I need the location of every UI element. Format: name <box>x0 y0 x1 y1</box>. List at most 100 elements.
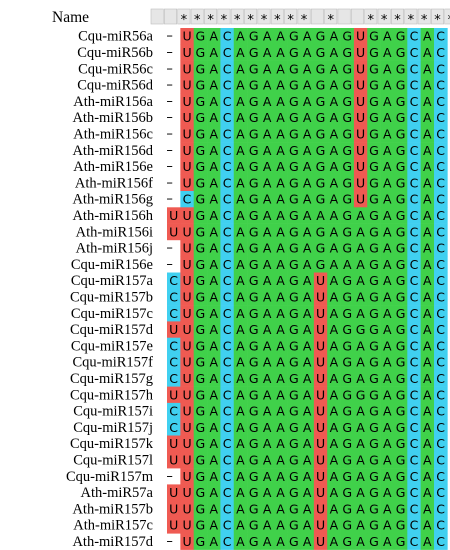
nucleotide-cell-g <box>287 288 301 306</box>
nucleotide-cell-a <box>260 272 275 290</box>
gap-symbol: – <box>166 143 173 158</box>
conservation-star: * <box>448 13 450 28</box>
nucleotide-letter: G <box>369 175 379 190</box>
nucleotide-cell-c <box>407 419 421 436</box>
nucleotide-cell-g <box>367 305 381 322</box>
nucleotide-cell-a <box>327 239 341 257</box>
sequence-name: Ath-miR157b <box>72 501 153 517</box>
nucleotide-letter: A <box>383 469 392 484</box>
nucleotide-letter: A <box>383 110 392 125</box>
sequence-name: Cqu-miR157b <box>70 290 153 306</box>
nucleotide-cell-g <box>247 239 261 257</box>
nucleotide-cell-a <box>420 28 435 45</box>
nucleotide-cell-u <box>180 370 194 387</box>
nucleotide-letter: G <box>249 127 259 142</box>
nucleotide-letter: U <box>182 94 191 109</box>
gap-symbol: – <box>166 469 173 484</box>
nucleotide-cell-g <box>393 484 408 501</box>
nucleotide-cell-c <box>407 435 421 453</box>
nucleotide-cell-a <box>207 354 221 371</box>
nucleotide-cell-g <box>393 174 408 192</box>
nucleotide-letter: U <box>316 436 325 451</box>
nucleotide-cell-g <box>193 109 208 127</box>
nucleotide-cell-a <box>300 272 315 290</box>
nucleotide-cell-a <box>207 174 221 192</box>
nucleotide-letter: U <box>316 534 325 549</box>
nucleotide-cell-g <box>247 402 261 420</box>
nucleotide-cell-g <box>393 223 408 241</box>
sequence-name: Cqu-miR157m <box>66 469 154 485</box>
nucleotide-cell-g <box>247 125 261 143</box>
nucleotide-cell-c <box>407 354 421 371</box>
gap-symbol: – <box>166 29 173 44</box>
sequence-name: Cqu-miR157e <box>71 338 153 354</box>
sequence-name: Cqu-miR157l <box>73 453 153 469</box>
nucleotide-letter: A <box>276 355 285 370</box>
nucleotide-letter: G <box>249 143 259 158</box>
nucleotide-letter: G <box>316 127 326 142</box>
nucleotide-cell-a <box>380 500 395 518</box>
nucleotide-letter: G <box>342 355 352 370</box>
nucleotide-cell-g <box>287 321 301 338</box>
nucleotide-letter: U <box>169 436 178 451</box>
nucleotide-cell-g <box>313 93 328 110</box>
nucleotide-cell-u <box>353 191 368 208</box>
nucleotide-cell-g <box>247 256 261 273</box>
nucleotide-letter: A <box>263 78 272 93</box>
nucleotide-cell-u <box>313 500 328 518</box>
nucleotide-cell-a <box>327 484 341 501</box>
nucleotide-cell-c <box>434 386 448 404</box>
nucleotide-cell-a <box>300 44 315 61</box>
nucleotide-cell-g <box>393 109 408 127</box>
nucleotide-letter: C <box>169 306 178 321</box>
nucleotide-cell-a <box>420 272 435 290</box>
nucleotide-cell-u <box>180 158 194 175</box>
nucleotide-cell-a <box>380 354 395 371</box>
nucleotide-letter: G <box>249 355 259 370</box>
nucleotide-cell-c <box>220 207 235 224</box>
nucleotide-letter: G <box>342 29 352 44</box>
nucleotide-cell-c <box>407 125 421 143</box>
nucleotide-cell-g <box>367 142 381 159</box>
nucleotide-cell-u <box>313 517 328 534</box>
nucleotide-cell-g <box>340 354 355 371</box>
nucleotide-cell-g <box>287 125 301 143</box>
nucleotide-cell-c <box>434 321 448 338</box>
nucleotide-letter: A <box>303 175 312 190</box>
nucleotide-cell-g <box>247 337 261 355</box>
nucleotide-letter: A <box>236 290 245 305</box>
nucleotide-letter: A <box>423 453 432 468</box>
nucleotide-cell-c <box>220 451 235 469</box>
nucleotide-letter: G <box>342 371 352 386</box>
nucleotide-cell-g <box>340 125 355 143</box>
nucleotide-cell-a <box>207 28 221 45</box>
nucleotide-letter: A <box>236 61 245 76</box>
nucleotide-cell-c <box>220 419 235 436</box>
nucleotide-cell-a <box>380 28 395 45</box>
nucleotide-letter: U <box>182 61 191 76</box>
nucleotide-letter: A <box>276 257 285 272</box>
nucleotide-letter: U <box>356 61 365 76</box>
nucleotide-letter: A <box>276 290 285 305</box>
nucleotide-cell-g <box>193 191 208 208</box>
nucleotide-cell-g <box>393 533 408 550</box>
nucleotide-cell-a <box>233 370 248 387</box>
nucleotide-cell-g <box>367 435 381 453</box>
nucleotide-cell-g <box>193 239 208 257</box>
nucleotide-cell-u <box>180 93 194 110</box>
nucleotide-letter: C <box>410 534 419 549</box>
nucleotide-cell-u <box>313 337 328 355</box>
sequence-name: Cqu-miR157a <box>71 273 154 289</box>
nucleotide-letter: A <box>209 175 218 190</box>
nucleotide-cell-a <box>380 223 395 241</box>
nucleotide-cell-c <box>407 28 421 45</box>
nucleotide-letter: A <box>276 78 285 93</box>
nucleotide-letter: G <box>249 175 259 190</box>
nucleotide-letter: G <box>369 469 379 484</box>
nucleotide-letter: U <box>356 143 365 158</box>
nucleotide-letter: G <box>342 273 352 288</box>
gap-symbol: – <box>166 534 173 549</box>
gap-symbol: – <box>166 78 173 93</box>
nucleotide-cell-a <box>260 386 275 404</box>
nucleotide-letter: G <box>342 338 352 353</box>
